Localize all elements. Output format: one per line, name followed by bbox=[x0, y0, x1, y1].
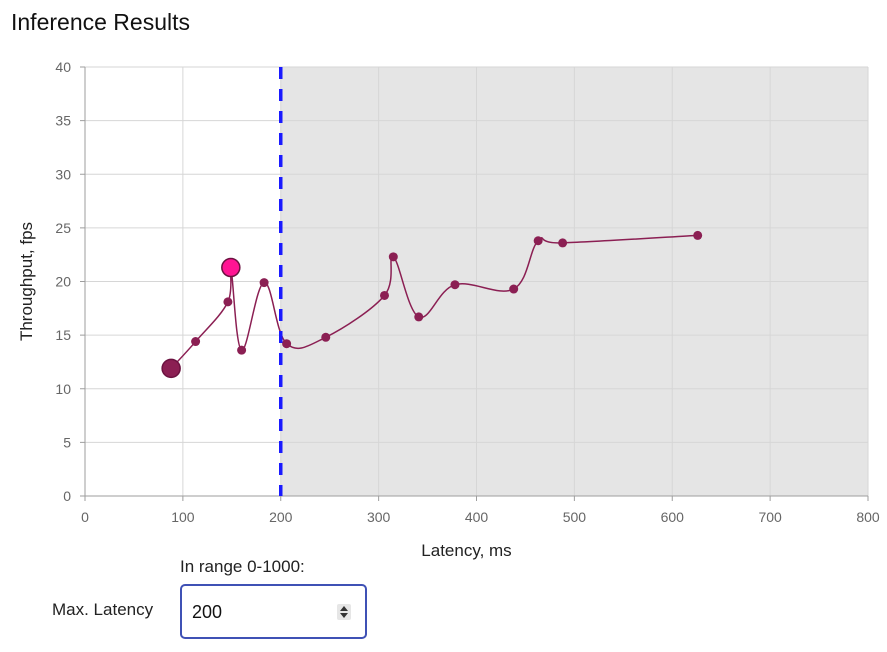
x-tick-label: 0 bbox=[81, 509, 89, 525]
spinner-down-icon[interactable] bbox=[340, 613, 348, 618]
x-tick-label: 200 bbox=[269, 509, 293, 525]
data-point bbox=[534, 236, 543, 245]
data-point bbox=[693, 231, 702, 240]
x-tick-label: 700 bbox=[758, 509, 782, 525]
x-tick-label: 300 bbox=[367, 509, 391, 525]
highlighted-point bbox=[222, 259, 240, 277]
data-point bbox=[450, 280, 459, 289]
y-tick-label: 10 bbox=[55, 381, 71, 397]
spinner-up-icon[interactable] bbox=[340, 606, 348, 611]
y-tick-label: 5 bbox=[63, 434, 71, 450]
data-point bbox=[509, 285, 518, 294]
data-point bbox=[380, 291, 389, 300]
x-tick-label: 600 bbox=[661, 509, 685, 525]
data-point bbox=[237, 346, 246, 355]
highlighted-point bbox=[162, 359, 180, 377]
x-tick-label: 800 bbox=[856, 509, 880, 525]
data-point bbox=[558, 238, 567, 247]
data-point bbox=[282, 339, 291, 348]
data-point bbox=[389, 252, 398, 261]
y-tick-label: 20 bbox=[55, 274, 71, 290]
data-point bbox=[321, 333, 330, 342]
y-tick-label: 35 bbox=[55, 113, 71, 129]
x-axis-label: Latency, ms bbox=[421, 541, 511, 560]
y-axis-label: Throughput, fps bbox=[17, 222, 36, 341]
max-latency-field[interactable] bbox=[180, 584, 367, 639]
y-tick-label: 15 bbox=[55, 327, 71, 343]
y-tick-label: 30 bbox=[55, 166, 71, 182]
y-tick-label: 40 bbox=[55, 59, 71, 75]
max-latency-label: Max. Latency bbox=[52, 600, 153, 620]
range-hint: In range 0-1000: bbox=[180, 557, 305, 577]
data-point bbox=[223, 297, 232, 306]
y-tick-label: 0 bbox=[63, 488, 71, 504]
data-point bbox=[260, 278, 269, 287]
max-latency-input[interactable] bbox=[192, 600, 332, 624]
data-point bbox=[414, 312, 423, 321]
y-tick-label: 25 bbox=[55, 220, 71, 236]
data-point bbox=[191, 337, 200, 346]
throughput-latency-chart: 0 100 200 300 400 500 600 700 800 0 5 10 15 20 25 30 35 4… bbox=[0, 0, 887, 570]
x-tick-label: 100 bbox=[171, 509, 195, 525]
x-tick-label: 500 bbox=[563, 509, 587, 525]
number-spinner[interactable] bbox=[337, 604, 351, 620]
x-tick-label: 400 bbox=[465, 509, 489, 525]
